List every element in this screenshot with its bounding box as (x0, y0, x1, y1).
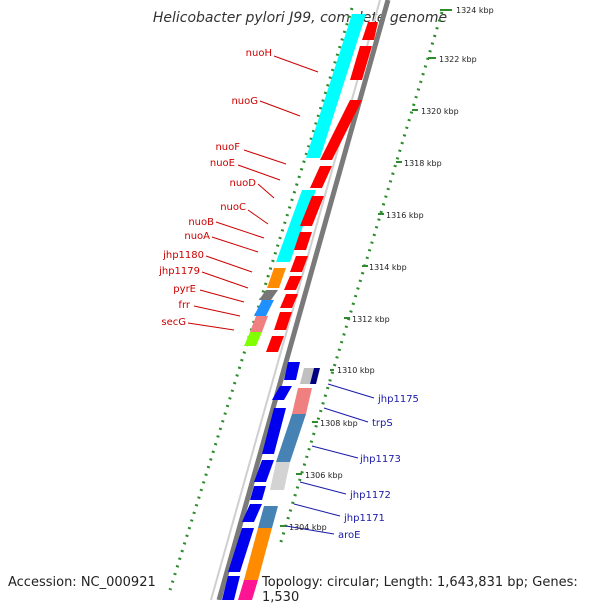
gene-label-nuoD: nuoD (230, 178, 257, 189)
gene-label-frr: frr (178, 300, 190, 311)
gene-arrow (266, 336, 284, 352)
gene-arrow (250, 486, 266, 500)
gene-block (244, 332, 262, 346)
gene-label-aroE: aroE (338, 530, 360, 541)
gene-block (310, 368, 320, 384)
tick-label: 1304 kbp (289, 523, 327, 532)
accession-label: Accession: NC_000921 (8, 575, 156, 590)
tick-label: 1306 kbp (305, 471, 343, 480)
gene-block (244, 528, 272, 580)
gene-label-jhp1171: jhp1171 (343, 513, 385, 524)
gene-label-nuoC: nuoC (220, 202, 246, 213)
outer-dotted-track (278, 11, 444, 546)
tick-label: 1324 kbp (456, 6, 494, 15)
gene-arrow (254, 460, 274, 482)
gene-arrow (320, 100, 362, 160)
gene-block (238, 580, 258, 600)
tick-label: 1322 kbp (439, 55, 477, 64)
gene-block (267, 268, 286, 288)
gene-arrow (290, 256, 308, 272)
gene-label-jhp1172: jhp1172 (349, 490, 391, 501)
gene-block (250, 316, 268, 332)
genome-summary: Topology: circular; Length: 1,643,831 bp… (262, 575, 578, 605)
tick-connectors (280, 9, 452, 527)
upper-leader-lines (187, 55, 319, 331)
lower-right-strand (238, 368, 320, 600)
tick-labels: 1324 kbp 1322 kbp 1320 kbp 1318 kbp 1316… (289, 6, 494, 532)
tick-label: 1308 kbp (320, 419, 358, 428)
gene-arrow (280, 294, 298, 308)
gene-arrow (262, 408, 286, 454)
gene-block (306, 14, 366, 158)
gene-label-nuoB: nuoB (188, 217, 214, 228)
gene-label-jhp1180: jhp1180 (162, 250, 204, 261)
tick-label: 1312 kbp (352, 315, 390, 324)
gene-block (270, 462, 290, 490)
gene-block (292, 388, 312, 414)
gene-arrow (300, 196, 324, 226)
upper-left-strand (244, 14, 366, 346)
gene-arrow (228, 528, 254, 572)
gene-arrow (272, 386, 292, 400)
tick-label: 1316 kbp (386, 211, 424, 220)
gene-arrow (294, 232, 312, 250)
tick-label: 1320 kbp (421, 107, 459, 116)
lower-left-strand (222, 362, 300, 600)
gene-block (254, 300, 274, 316)
gene-label-nuoF: nuoF (215, 142, 240, 153)
gene-label-secG: secG (161, 317, 186, 328)
gene-arrow (222, 576, 240, 600)
gene-label-jhp1179: jhp1179 (158, 266, 200, 277)
upper-right-strand (266, 22, 378, 352)
lower-leader-lines (285, 383, 375, 535)
gene-block (300, 368, 314, 384)
tick-label: 1314 kbp (369, 263, 407, 272)
gene-block (276, 190, 316, 262)
gene-arrow (242, 504, 262, 522)
gene-label-nuoA: nuoA (184, 231, 210, 242)
gene-label-nuoH: nuoH (246, 48, 272, 59)
gene-label-trpS: trpS (372, 418, 393, 429)
tick-label: 1310 kbp (337, 366, 375, 375)
gene-arrow (284, 362, 300, 380)
gene-block (258, 506, 278, 528)
gene-label-nuoG: nuoG (231, 96, 258, 107)
gene-arrow (274, 312, 292, 330)
gene-label-pyrE: pyrE (173, 284, 196, 295)
gene-label-nuoE: nuoE (210, 158, 235, 169)
gene-arrow (362, 22, 378, 40)
lower-gene-labels: jhp1175 trpS jhp1173 jhp1172 jhp1171 aro… (338, 394, 419, 541)
upper-gene-labels: nuoH nuoG nuoF nuoE nuoD nuoC nuoB nuoA … (158, 48, 272, 328)
gene-block (276, 414, 306, 462)
gene-label-jhp1173: jhp1173 (359, 454, 401, 465)
gene-label-jhp1175: jhp1175 (377, 394, 419, 405)
gene-arrow (350, 46, 372, 80)
gene-arrow (284, 276, 302, 290)
gene-arrow (310, 166, 332, 188)
gene-block (259, 290, 278, 300)
tick-label: 1318 kbp (404, 159, 442, 168)
